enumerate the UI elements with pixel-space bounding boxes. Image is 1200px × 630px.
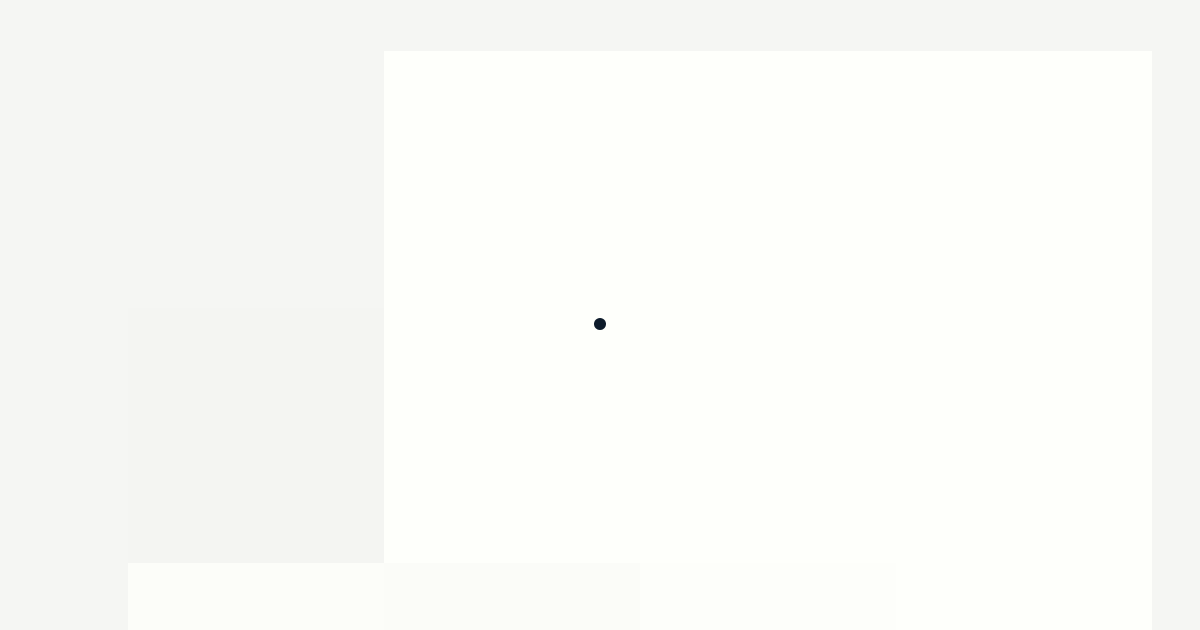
left-panel-upper (128, 51, 384, 308)
bottom-segment (640, 563, 896, 630)
bottom-strip (128, 563, 1152, 630)
bottom-segment (128, 563, 384, 630)
bottom-segment (896, 563, 1152, 630)
main-content-area (384, 51, 1152, 563)
loading-dot-icon (594, 318, 606, 330)
bottom-segment (384, 563, 640, 630)
left-panel-lower (128, 308, 384, 563)
